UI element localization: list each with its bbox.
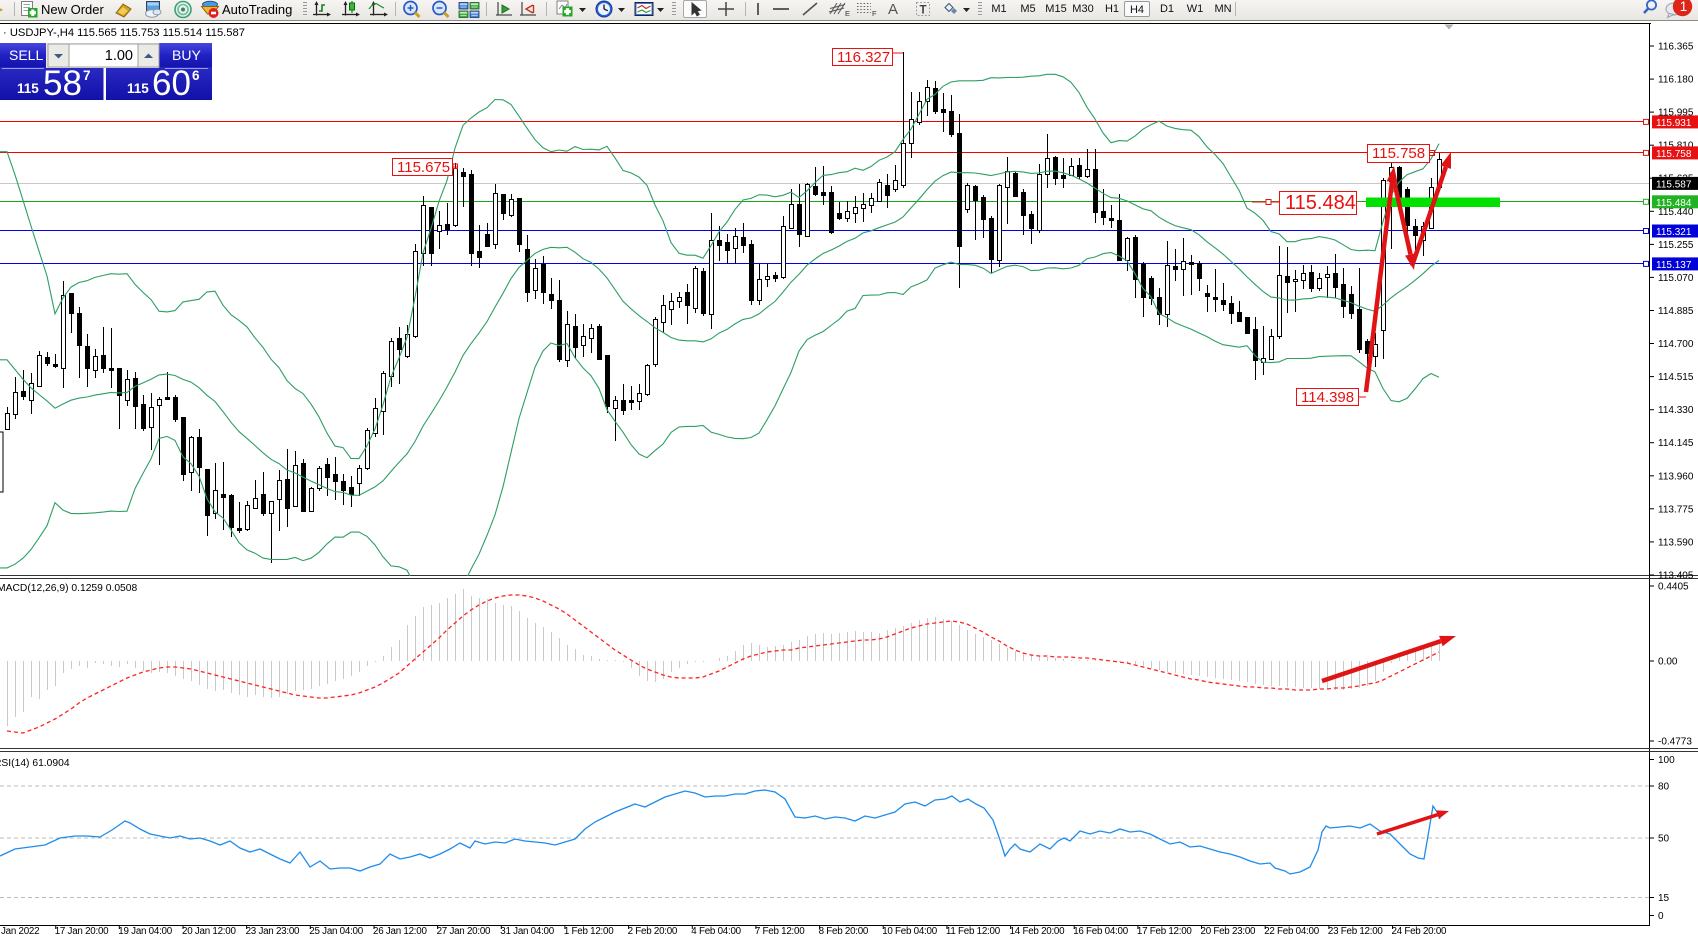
svg-text:MACD(12,26,9) 0.1259 0.0508: MACD(12,26,9) 0.1259 0.0508 [0,583,138,594]
svg-text:20 Jan 12:00: 20 Jan 12:00 [182,926,236,936]
svg-text:115.758: 115.758 [1656,149,1692,160]
svg-text:-0.4773: -0.4773 [1658,737,1692,748]
svg-text:16 Feb 04:00: 16 Feb 04:00 [1073,926,1129,936]
svg-text:19 Jan 04:00: 19 Jan 04:00 [118,926,172,936]
svg-text:116.327: 116.327 [837,49,890,66]
svg-text:BUY: BUY [172,47,201,63]
svg-text:20 Feb 23:00: 20 Feb 23:00 [1201,926,1257,936]
svg-text:25 Jan 04:00: 25 Jan 04:00 [309,926,363,936]
svg-text:0.4405: 0.4405 [1658,582,1689,593]
svg-text:Jan 2022: Jan 2022 [1,926,39,936]
svg-text:· USDJPY-,H4 115.565 115.753: · USDJPY-,H4 115.565 115.753 115.514 115… [3,27,245,39]
svg-text:7: 7 [83,68,91,83]
svg-text:27 Jan 20:00: 27 Jan 20:00 [437,926,491,936]
svg-text:114.885: 114.885 [1658,306,1694,317]
svg-text:F: F [872,9,877,18]
svg-text:50: 50 [1658,834,1670,845]
svg-text:114.515: 114.515 [1658,372,1694,383]
svg-text:100: 100 [1658,755,1675,766]
svg-text:E: E [845,9,850,18]
svg-text:113.590: 113.590 [1658,537,1694,548]
svg-text:24 Feb 20:00: 24 Feb 20:00 [1392,926,1448,936]
svg-text:1 Feb 12:00: 1 Feb 12:00 [564,926,614,936]
svg-text:10 Feb 04:00: 10 Feb 04:00 [882,926,938,936]
svg-text:115.255: 115.255 [1658,240,1694,251]
svg-text:RSI(14) 61.0904: RSI(14) 61.0904 [0,758,70,769]
svg-text:1.00: 1.00 [105,48,133,64]
svg-text:115.758: 115.758 [1372,145,1425,162]
svg-text:60: 60 [152,64,191,103]
svg-text:115.137: 115.137 [1656,260,1692,271]
svg-text:23 Feb 12:00: 23 Feb 12:00 [1328,926,1384,936]
svg-text:23 Jan 23:00: 23 Jan 23:00 [246,926,300,936]
svg-text:1: 1 [1680,0,1688,14]
svg-text:0: 0 [1658,911,1664,922]
svg-text:17 Feb 12:00: 17 Feb 12:00 [1137,926,1193,936]
svg-text:26 Jan 12:00: 26 Jan 12:00 [373,926,427,936]
svg-text:15: 15 [1658,893,1670,904]
svg-text:113.960: 113.960 [1658,471,1694,482]
svg-text:114.330: 114.330 [1658,405,1694,416]
svg-text:115.995: 115.995 [1658,108,1694,119]
svg-text:116.365: 116.365 [1658,42,1694,53]
svg-text:14 Feb 20:00: 14 Feb 20:00 [1010,926,1066,936]
svg-text:113.405: 113.405 [1658,571,1694,582]
svg-text:115.321: 115.321 [1656,227,1692,238]
svg-text:115.931: 115.931 [1656,118,1692,129]
svg-text:114.700: 114.700 [1658,339,1694,350]
svg-text:115.675: 115.675 [397,159,450,176]
svg-text:58: 58 [43,64,82,103]
svg-text:115.810: 115.810 [1658,141,1694,152]
svg-text:116.180: 116.180 [1658,75,1694,86]
svg-text:80: 80 [1658,782,1670,793]
svg-text:115: 115 [17,81,39,96]
svg-text:T: T [920,5,927,17]
svg-text:115.070: 115.070 [1658,273,1694,284]
svg-text:6: 6 [192,68,200,83]
svg-text:31 Jan 04:00: 31 Jan 04:00 [500,926,554,936]
svg-text:115.484: 115.484 [1285,192,1356,214]
svg-text:2 Feb 20:00: 2 Feb 20:00 [628,926,678,936]
svg-text:115.587: 115.587 [1656,179,1692,190]
svg-text:4 Feb 04:00: 4 Feb 04:00 [691,926,741,936]
svg-text:0.00: 0.00 [1658,657,1678,668]
svg-text:SELL: SELL [9,47,43,63]
svg-text:11 Feb 12:00: 11 Feb 12:00 [946,926,1001,936]
svg-text:22 Feb 04:00: 22 Feb 04:00 [1264,926,1320,936]
svg-text:115: 115 [127,81,149,96]
svg-text:115.440: 115.440 [1658,207,1694,218]
svg-text:114.145: 114.145 [1658,438,1694,449]
svg-text:8 Feb 20:00: 8 Feb 20:00 [819,926,869,936]
svg-text:115.484: 115.484 [1656,198,1692,209]
svg-text:114.398: 114.398 [1301,389,1354,406]
svg-text:113.775: 113.775 [1658,504,1694,515]
svg-text:7 Feb 12:00: 7 Feb 12:00 [755,926,805,936]
svg-text:17 Jan 20:00: 17 Jan 20:00 [55,926,109,936]
